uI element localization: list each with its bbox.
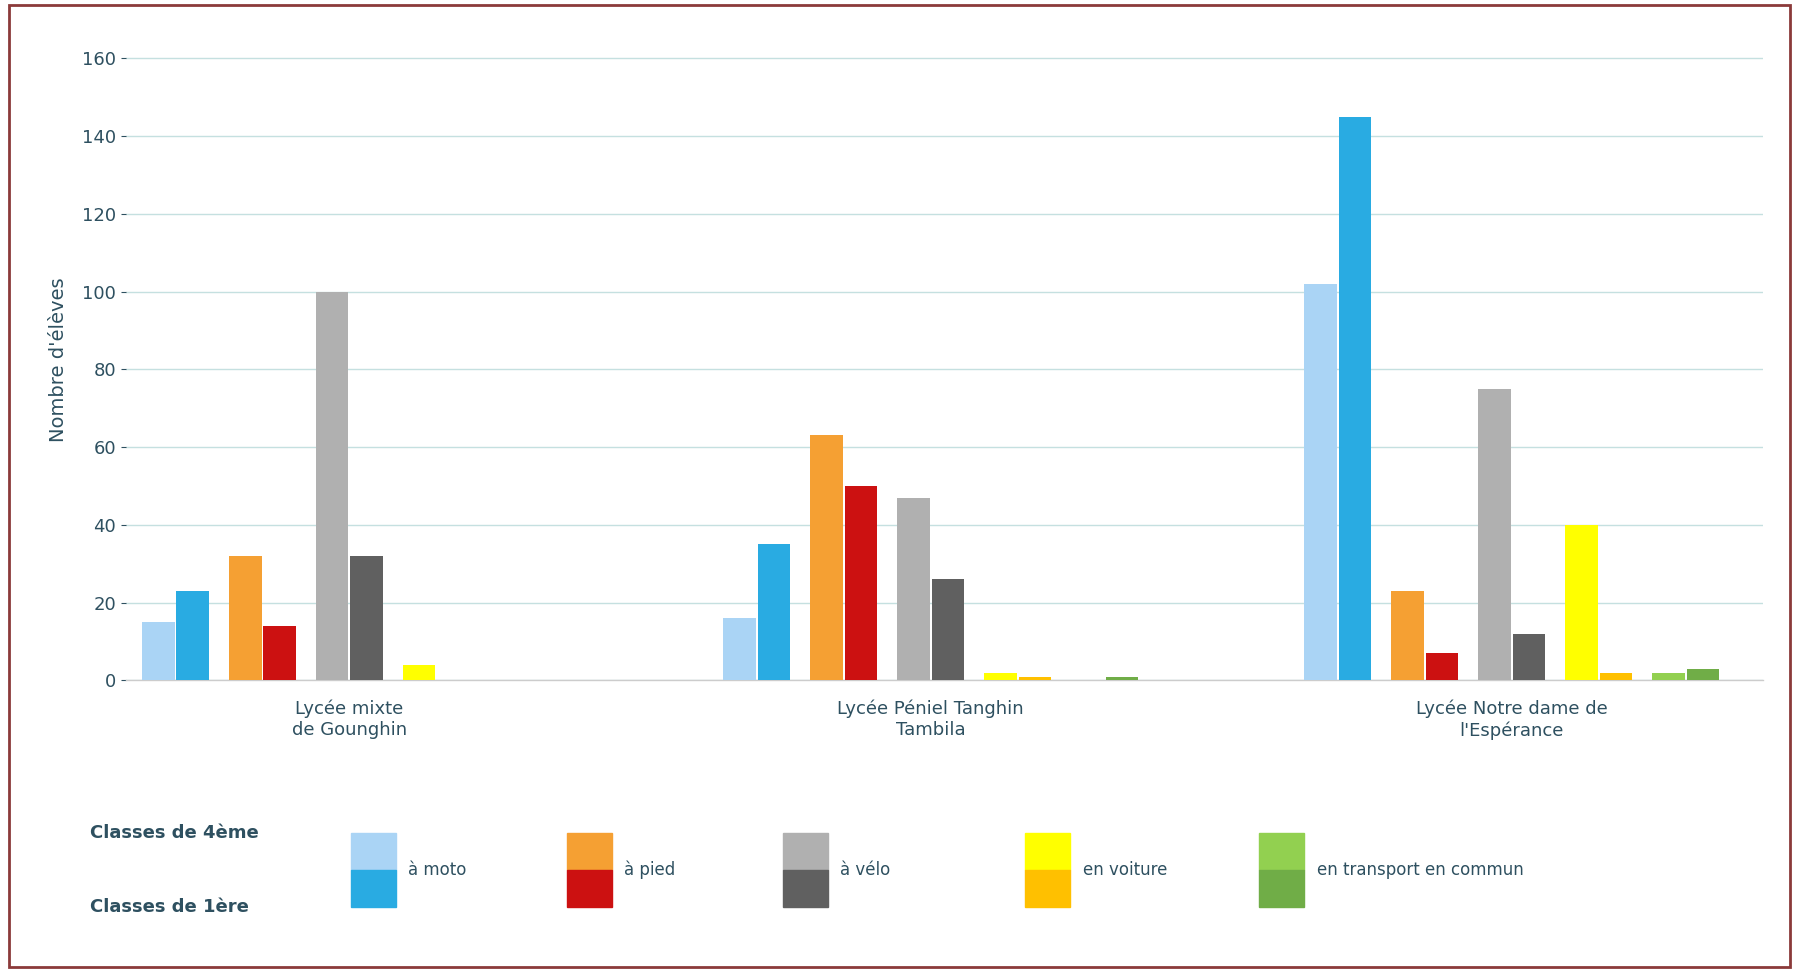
Y-axis label: Nombre d'élèves: Nombre d'élèves xyxy=(49,277,68,442)
Bar xyxy=(1512,634,1544,680)
Text: en voiture: en voiture xyxy=(1082,861,1167,879)
Bar xyxy=(843,486,876,680)
Bar xyxy=(931,579,964,680)
Text: à vélo: à vélo xyxy=(840,861,890,879)
Bar xyxy=(1652,673,1685,680)
Bar xyxy=(1390,591,1422,680)
Bar xyxy=(897,498,930,680)
Bar xyxy=(1564,525,1597,680)
Text: Classes de 1ère: Classes de 1ère xyxy=(90,898,248,916)
Bar xyxy=(984,673,1016,680)
Bar xyxy=(1424,653,1458,680)
Bar xyxy=(263,626,295,680)
Text: à pied: à pied xyxy=(624,860,674,880)
Text: en transport en commun: en transport en commun xyxy=(1316,861,1523,879)
Bar xyxy=(1018,677,1050,680)
Bar xyxy=(228,556,261,680)
Bar xyxy=(1478,389,1510,680)
Bar xyxy=(1338,117,1370,680)
Bar xyxy=(809,435,841,680)
Bar xyxy=(316,292,349,680)
Text: Classes de 4ème: Classes de 4ème xyxy=(90,824,259,842)
Bar xyxy=(1106,677,1138,680)
Bar xyxy=(1598,673,1631,680)
Text: à moto: à moto xyxy=(408,861,466,879)
Bar xyxy=(1687,669,1719,680)
Bar xyxy=(351,556,383,680)
Bar xyxy=(142,622,174,680)
Bar xyxy=(176,591,209,680)
Bar xyxy=(757,544,789,680)
Bar xyxy=(403,665,435,680)
Bar xyxy=(723,618,755,680)
Bar xyxy=(1304,284,1336,680)
